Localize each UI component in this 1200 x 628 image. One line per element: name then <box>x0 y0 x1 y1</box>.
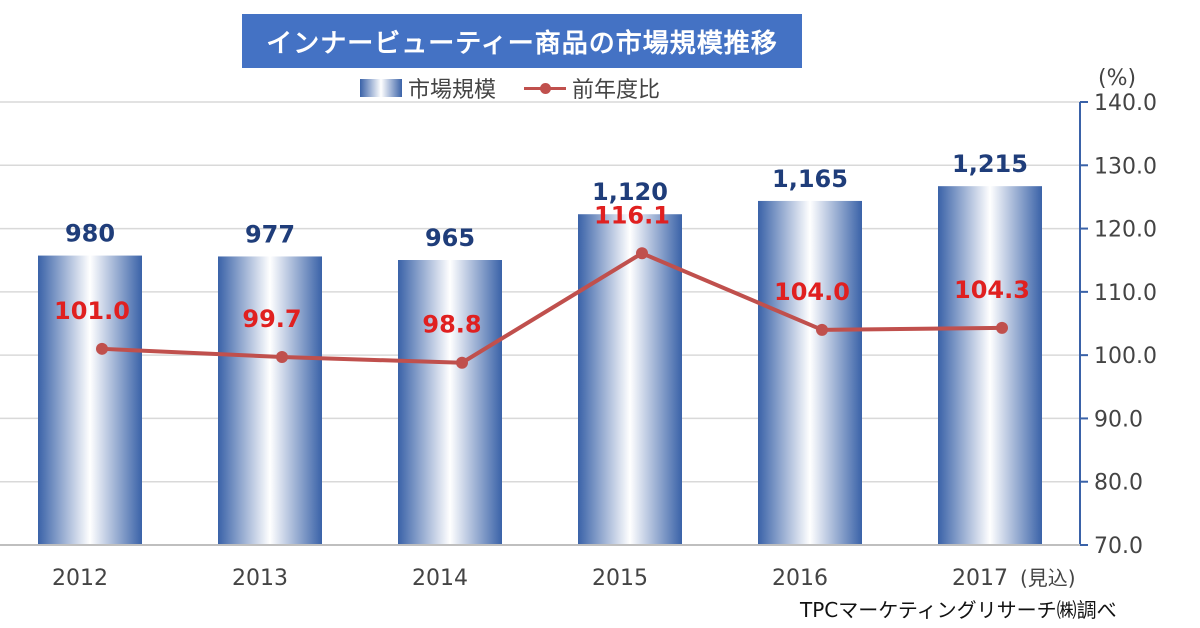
bar-2012 <box>38 255 142 545</box>
line-point-2017 <box>996 321 1008 334</box>
y2-tick-label: 110.0 <box>1094 281 1157 306</box>
line-value-label: 104.0 <box>774 278 850 306</box>
x-tick-label: 2013 <box>232 566 288 591</box>
legend-bar-swatch <box>360 79 402 97</box>
bar-2015 <box>578 214 682 545</box>
legend: 市場規模 前年度比 <box>360 72 678 104</box>
bar-value-label: 980 <box>65 220 115 248</box>
line-value-label: 98.8 <box>422 311 481 339</box>
line-point-2014 <box>456 356 468 369</box>
y2-tick-label: 70.0 <box>1094 534 1143 559</box>
bar-value-label: 1,165 <box>772 165 848 193</box>
y2-unit-label: (%) <box>1098 66 1137 91</box>
bar-value-label: 965 <box>425 224 475 252</box>
chart-title: インナービューティー商品の市場規模推移 <box>242 14 802 68</box>
line-point-2013 <box>276 351 288 364</box>
legend-item-market-size: 市場規模 <box>360 72 496 104</box>
bar-2016 <box>758 200 862 546</box>
line-point-2016 <box>816 323 828 336</box>
legend-bar-label: 市場規模 <box>408 78 497 103</box>
x-tick-label: 2012 <box>52 566 108 591</box>
bar-2013 <box>218 256 322 545</box>
y2-tick-label: 100.0 <box>1094 344 1157 369</box>
bar-value-label: 1,120 <box>592 178 668 206</box>
legend-item-yoy: 前年度比 <box>524 72 660 104</box>
estimate-note: (見込) <box>1020 566 1076 590</box>
line-point-2015 <box>636 247 648 260</box>
x-tick-label: 2014 <box>412 566 468 591</box>
line-point-2012 <box>96 342 108 355</box>
y2-tick-label: 130.0 <box>1094 154 1157 179</box>
x-tick-label: 2016 <box>772 566 828 591</box>
y2-tick-label: 80.0 <box>1094 471 1143 496</box>
bar-value-label: 977 <box>245 220 295 248</box>
line-value-label: 104.3 <box>954 276 1030 304</box>
line-value-label: 116.1 <box>594 201 670 229</box>
series-line-yoy <box>101 251 1003 365</box>
bar-2017 <box>938 186 1042 546</box>
source-note: TPCマーケティングリサーチ㈱調べ <box>800 598 1117 622</box>
bar-2014 <box>398 260 502 545</box>
y2-tick-label: 90.0 <box>1094 407 1143 432</box>
y2-tick-label: 140.0 <box>1094 91 1157 116</box>
y2-tick-label: 120.0 <box>1094 218 1157 243</box>
x-tick-label: 2017 <box>952 566 1008 591</box>
line-value-label: 99.7 <box>242 305 301 333</box>
line-value-label: 101.0 <box>54 297 130 325</box>
legend-line-swatch <box>524 79 567 97</box>
x-tick-label: 2015 <box>592 566 648 591</box>
bar-value-label: 1,215 <box>952 150 1028 178</box>
legend-line-label: 前年度比 <box>572 78 661 103</box>
